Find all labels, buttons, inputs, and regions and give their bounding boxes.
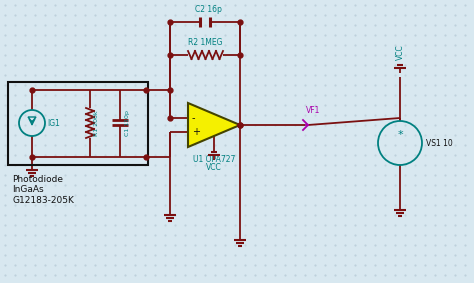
Text: R2 1MEG: R2 1MEG [188,38,222,47]
Text: Photodiode
InGaAs
G12183-205K: Photodiode InGaAs G12183-205K [12,175,74,205]
Text: VF1: VF1 [306,106,320,115]
Text: +: + [192,127,200,137]
Text: R1 200k: R1 200k [94,111,99,136]
Text: C2 16p: C2 16p [194,5,221,14]
Text: VCC: VCC [395,44,404,60]
Text: -: - [192,113,195,123]
Text: VS1 10: VS1 10 [426,138,453,147]
Text: C1 110p: C1 110p [125,111,130,136]
Text: VCC: VCC [206,163,222,172]
Bar [8,82,148,165]
Text: U1 OPA727: U1 OPA727 [193,155,236,164]
Text: *: * [397,130,403,140]
Text: IG1: IG1 [47,119,60,128]
Polygon shape [188,103,240,147]
